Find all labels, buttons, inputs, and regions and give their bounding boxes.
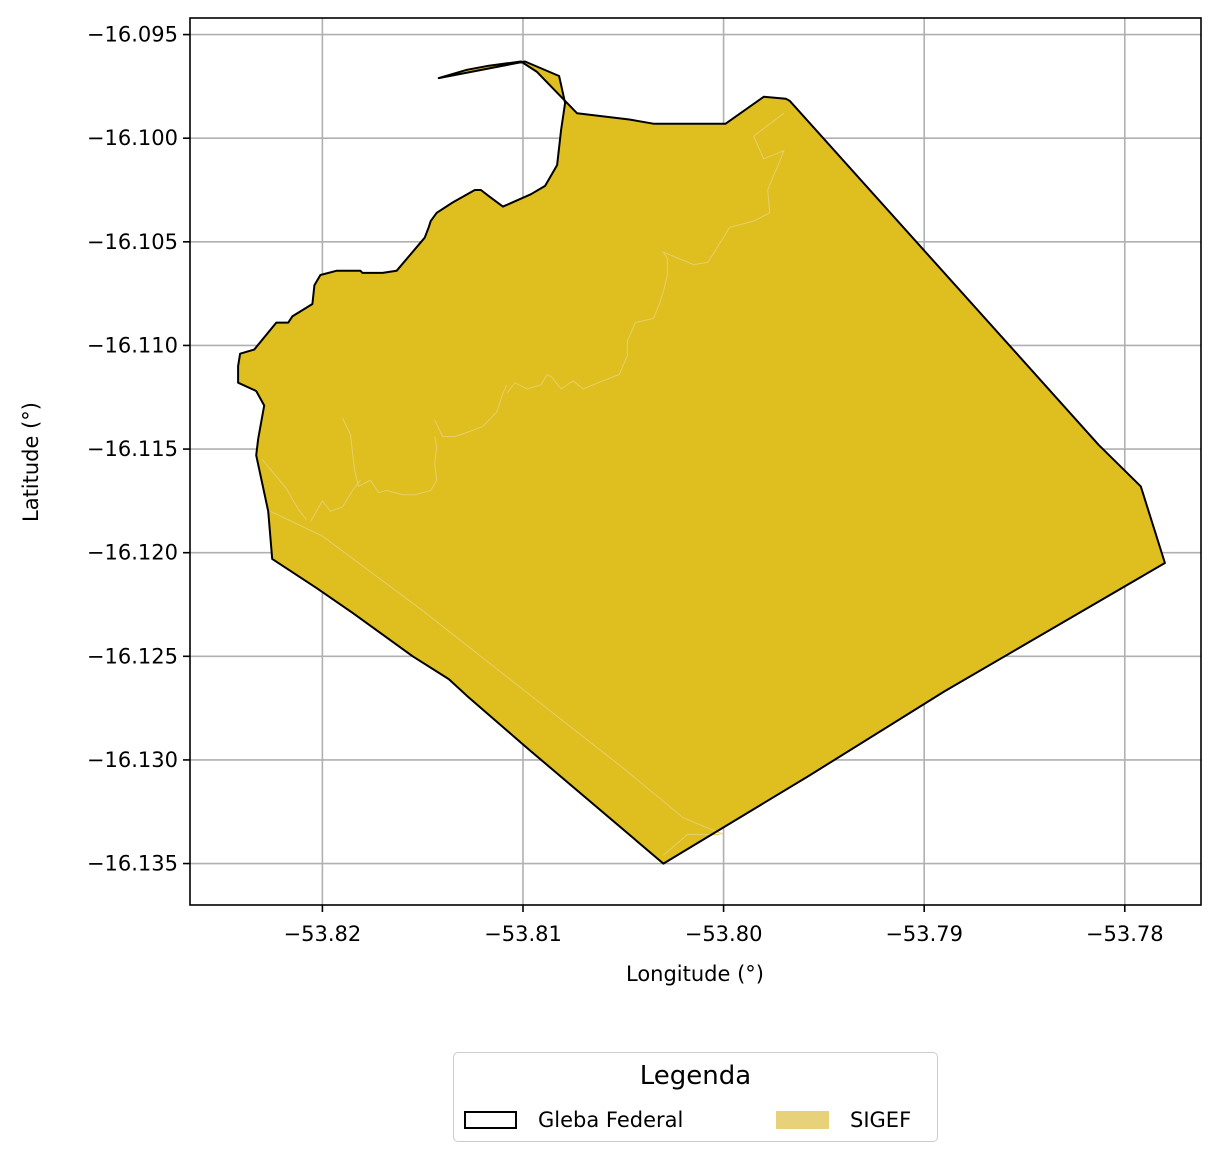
y-tick-label: −16.115 xyxy=(87,437,178,461)
legend-label: SIGEF xyxy=(850,1108,911,1132)
y-axis-label: Latitude (°) xyxy=(19,402,43,522)
x-tick-label: −53.79 xyxy=(885,922,963,946)
legend: Legenda Gleba Federal SIGEF xyxy=(453,1052,938,1142)
y-tick-label: −16.100 xyxy=(87,126,178,150)
x-tick-label: −53.80 xyxy=(685,922,763,946)
legend-title: Legenda xyxy=(454,1061,937,1091)
x-tick-label: −53.82 xyxy=(284,922,362,946)
y-tick-label: −16.130 xyxy=(87,748,178,772)
x-axis-label: Longitude (°) xyxy=(626,962,764,986)
y-tick-label: −16.125 xyxy=(87,644,178,668)
x-tick-label: −53.78 xyxy=(1086,922,1164,946)
map-layers xyxy=(238,62,1165,864)
legend-label: Gleba Federal xyxy=(538,1108,683,1132)
y-tick-label: −16.110 xyxy=(87,333,178,357)
legend-swatch-fill xyxy=(776,1111,829,1129)
y-tick-label: −16.095 xyxy=(87,23,178,47)
sigef-parcel xyxy=(238,62,1165,864)
y-tick-label: −16.135 xyxy=(87,852,178,876)
y-tick-label: −16.120 xyxy=(87,541,178,565)
legend-item-gleba-federal: Gleba Federal xyxy=(464,1105,683,1135)
legend-item-sigef: SIGEF xyxy=(776,1105,911,1135)
x-tick-label: −53.81 xyxy=(484,922,562,946)
legend-swatch-outline xyxy=(464,1111,517,1129)
y-tick-label: −16.105 xyxy=(87,230,178,254)
